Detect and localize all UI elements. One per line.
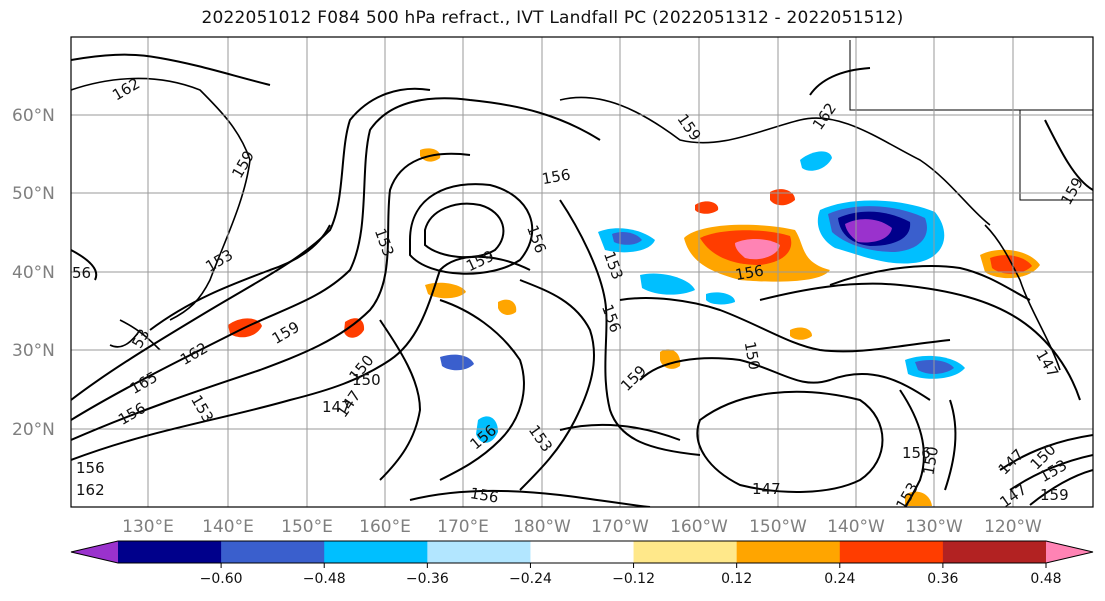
colorbar-segment <box>118 541 222 563</box>
colorbar-segment <box>324 541 428 563</box>
positive-anomaly-small <box>660 349 681 369</box>
colorbar-tick-label: −0.12 <box>612 571 655 587</box>
lon-label: 140°E <box>202 517 254 537</box>
lon-label: 150°E <box>281 517 333 537</box>
contour-label: 156 <box>902 444 931 462</box>
contour-label: 147 <box>322 398 351 416</box>
negative-anomaly-small <box>800 151 832 171</box>
contour-label: 156 <box>734 261 765 284</box>
positive-anomaly-small <box>695 201 719 214</box>
contour-label: 150 <box>741 340 764 371</box>
colorbar-segment <box>530 541 635 563</box>
colorbar-extend-min <box>71 541 118 563</box>
colorbar-segment <box>427 541 531 563</box>
lon-label: 160°W <box>670 517 728 537</box>
lon-label: 160°E <box>359 517 411 537</box>
lon-label: 170°W <box>591 517 649 537</box>
lon-label: 130°W <box>905 517 963 537</box>
lat-label: 50°N <box>12 184 55 204</box>
contour-label: 156 <box>76 459 105 477</box>
contour-label: 159 <box>1040 486 1069 504</box>
positive-anomaly-small <box>498 299 517 315</box>
negative-anomaly-peak <box>845 219 892 243</box>
contour-label: 156 <box>469 484 500 507</box>
negative-anomaly-small <box>640 273 695 295</box>
contour-label: 162 <box>76 481 105 499</box>
contour-label: 150 <box>352 371 381 389</box>
colorbar-tick-label: −0.48 <box>303 571 346 587</box>
colorbar: −0.60 −0.48 −0.36 −0.24 −0.12 0.12 0.24 0.36 0.4… <box>70 540 1094 587</box>
longitude-labels: 130°E 140°E 150°E 160°E 170°E 180°W 170°… <box>122 517 1042 537</box>
gridlines <box>71 37 1093 507</box>
colorbar-extend-max <box>1046 541 1093 563</box>
coastlines <box>71 40 1093 371</box>
colorbar-segment <box>942 541 1047 563</box>
lon-label: 150°W <box>749 517 807 537</box>
colorbar-outline <box>70 540 1094 564</box>
positive-anomaly-small <box>344 318 365 338</box>
colorbar-tick-label: 0.36 <box>927 571 958 587</box>
contour-label: 156 <box>540 165 571 188</box>
colorbar-segment <box>736 541 841 563</box>
colorbar-tick-label: 0.24 <box>824 571 855 587</box>
latitude-labels: 60°N 50°N 40°N 30°N 20°N <box>12 106 55 440</box>
negative-anomaly-small <box>706 292 735 305</box>
lon-label: 140°W <box>827 517 885 537</box>
colorbar-segment <box>221 541 325 563</box>
colorbar-tick-label: −0.24 <box>509 571 552 587</box>
lon-label: 120°W <box>984 517 1042 537</box>
lon-label: 170°E <box>437 517 489 537</box>
lon-label: 130°E <box>122 517 174 537</box>
colorbar-tick-label: −0.36 <box>406 571 449 587</box>
positive-anomaly-peak <box>735 239 780 260</box>
colorbar-segment <box>633 541 738 563</box>
negative-anomaly-small <box>476 416 498 443</box>
contour-label: 56 <box>72 264 91 282</box>
figure-title: 2022051012 F084 500 hPa refract., IVT La… <box>201 8 904 28</box>
contour-label: 147 <box>752 480 781 498</box>
positive-anomaly-small <box>990 255 1032 274</box>
colorbar-tick-label: 0.48 <box>1030 571 1061 587</box>
lat-label: 30°N <box>12 341 55 361</box>
colorbar-tick-label: −0.60 <box>200 571 243 587</box>
lat-label: 60°N <box>12 106 55 126</box>
lat-label: 20°N <box>12 420 55 440</box>
lat-label: 40°N <box>12 263 55 283</box>
lon-label: 180°W <box>513 517 571 537</box>
contour-label: 150 <box>919 445 942 476</box>
negative-anomaly-small <box>440 354 474 371</box>
colorbar-tick-label: 0.12 <box>721 571 752 587</box>
map-frame <box>70 36 1094 508</box>
colorbar-segment <box>839 541 944 563</box>
refractivity-contours <box>71 53 1093 507</box>
positive-anomaly-small <box>790 327 812 340</box>
